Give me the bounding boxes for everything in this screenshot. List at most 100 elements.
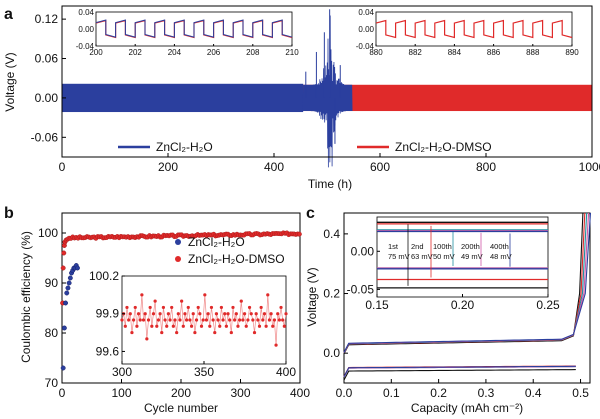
b-inset-point xyxy=(191,312,195,316)
b-inset-point xyxy=(199,324,204,328)
b-inset-point xyxy=(143,312,147,316)
b-inset-point xyxy=(221,318,225,322)
legend-a-blue-label: ZnCl₂-H₂O xyxy=(156,140,213,154)
c-xtick-label-3: 0.3 xyxy=(478,386,495,400)
panel-a-inset-1: 880 882 884 886 888 890 0.04 0.00 -0.04 xyxy=(356,8,579,57)
b-inset-ytick-label-2: 100.2 xyxy=(89,269,119,283)
c-xtick-label-2: 0.2 xyxy=(430,386,447,400)
panel-c-plot xyxy=(343,212,592,381)
panel-b-letter: b xyxy=(4,205,14,222)
c-inset-ann-mv-400th: 48 mV xyxy=(490,252,512,261)
b-blue-point-4 xyxy=(65,285,71,291)
a-inset-xtick-label-0-0: 200 xyxy=(89,48,103,57)
a-ytick-label-1: 0.00 xyxy=(35,91,59,105)
b-inset-point xyxy=(155,324,159,328)
b-inset-point xyxy=(226,312,230,316)
a-inset-ytick-label-0-1: 0.00 xyxy=(78,25,94,34)
b-inset-point xyxy=(130,330,134,335)
b-inset-point xyxy=(236,324,240,328)
b-inset-point xyxy=(219,305,223,310)
legend-a-red-label: ZnCl₂-H₂O-DMSO xyxy=(395,140,492,154)
b-inset-point xyxy=(140,293,144,297)
c-inset-ann-cycle-200th: 200th xyxy=(461,242,480,251)
b-blue-point-6 xyxy=(67,275,73,281)
b-blue-point-0 xyxy=(60,365,66,371)
legend-b-red-marker xyxy=(175,256,181,262)
b-inset-point xyxy=(269,312,273,316)
b-inset-point xyxy=(231,305,235,310)
a-ylabel: Voltage (V) xyxy=(3,52,17,111)
panel-b-plot xyxy=(60,230,302,371)
b-inset-point xyxy=(165,324,169,328)
b-inset-point xyxy=(208,324,212,328)
c-ytick-label-1: 0.2 xyxy=(323,287,340,301)
c-charge-curve-1st xyxy=(343,212,584,355)
a-xtick-label-5: 1000 xyxy=(579,160,600,174)
b-inset-point xyxy=(281,318,285,322)
b-inset-point xyxy=(120,318,124,322)
b-inset-point xyxy=(189,324,194,328)
c-inset-ytick-label-1: -0.05 xyxy=(347,282,375,296)
a-inset-xtick-label-0-5: 210 xyxy=(285,48,299,57)
b-xlabel: Cycle number xyxy=(144,401,218,415)
c-xtick-label-0: 0.0 xyxy=(336,386,353,400)
b-inset-point xyxy=(228,318,232,322)
b-inset-point xyxy=(234,312,238,316)
b-inset-point xyxy=(242,312,247,316)
c-xlabel: Capacity (mAh cm⁻²) xyxy=(411,401,523,415)
c-inset-ann-cycle-1st: 1st xyxy=(388,242,399,251)
b-inset-point xyxy=(180,299,184,303)
a-xtick-label-4: 800 xyxy=(476,160,496,174)
c-xtick-label-1: 0.1 xyxy=(383,386,400,400)
b-inset-point xyxy=(257,324,262,328)
a-inset-xtick-label-0-2: 204 xyxy=(168,48,182,57)
c-inset-xtick-label-0: 0.15 xyxy=(365,298,389,312)
panel-a-plot xyxy=(62,9,592,168)
a-inset-ytick-label-1-2: -0.04 xyxy=(356,42,375,51)
b-inset-point xyxy=(246,318,250,322)
b-inset-point xyxy=(178,318,182,322)
b-blue-point-2 xyxy=(63,300,69,306)
a-xlabel: Time (h) xyxy=(308,177,352,191)
b-inset-point xyxy=(267,318,272,322)
b-inset-point xyxy=(136,312,141,316)
b-xtick-label-3: 300 xyxy=(230,386,250,400)
b-inset-point xyxy=(249,312,253,316)
c-inset-ann-mv-1st: 75 mV xyxy=(388,252,410,261)
c-discharge-curve-200th xyxy=(343,366,576,378)
b-inset-point xyxy=(279,305,283,310)
c-inset-ann-mv-2nd: 63 mV xyxy=(411,252,433,261)
c-inset-xtick-label-2: 0.25 xyxy=(536,298,560,312)
c-xtick-label-5: 0.5 xyxy=(572,386,589,400)
b-inset-point xyxy=(125,305,129,310)
b-inset-point xyxy=(211,318,215,322)
b-inset-point xyxy=(238,318,242,322)
c-inset-ann-cycle-100th: 100th xyxy=(433,242,452,251)
a-xtick-label-2: 400 xyxy=(264,160,284,174)
b-inset-point xyxy=(241,318,245,322)
b-inset-point xyxy=(173,318,177,322)
c-ylabel: Voltage (V) xyxy=(305,267,319,326)
b-inset-point xyxy=(203,293,207,297)
b-inset-point xyxy=(146,318,151,322)
b-inset-point xyxy=(252,330,257,335)
a-xtick-label-3: 600 xyxy=(370,160,390,174)
b-inset-point xyxy=(185,318,189,322)
c-charge-curve-400th xyxy=(343,212,592,353)
b-inset-point xyxy=(271,324,275,328)
b-inset-point xyxy=(158,312,162,316)
b-inset-point xyxy=(127,318,131,322)
b-xtick-label-0: 0 xyxy=(59,386,66,400)
b-red-point xyxy=(297,231,302,237)
b-inset-point xyxy=(194,318,199,322)
b-inset-point xyxy=(214,312,219,316)
a-inset-ytick-label-1-1: 0.00 xyxy=(358,25,374,34)
a-inset-ytick-label-0-2: -0.04 xyxy=(76,42,95,51)
b-inset-point xyxy=(218,324,222,328)
b-inset-point xyxy=(206,312,210,316)
b-blue-point-12 xyxy=(75,265,80,271)
a-inset-red-wave-1 xyxy=(375,19,573,39)
panel-a-inset-0: 200 202 204 206 208 210 0.04 0.00 -0.04 xyxy=(76,8,299,57)
b-inset-point xyxy=(233,318,237,322)
b-inset-point xyxy=(224,324,228,328)
